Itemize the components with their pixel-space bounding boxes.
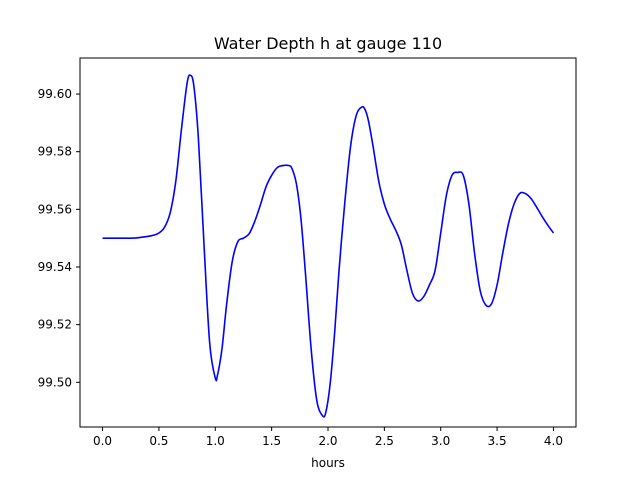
plot-frame	[79, 57, 577, 428]
y-axis-ticks: 99.50 99.52 99.54 99.56 99.58 99.60	[38, 87, 80, 389]
x-tick-label: 0.5	[149, 434, 168, 448]
x-tick-label: 3.5	[488, 434, 507, 448]
y-tick-label: 99.50	[38, 375, 72, 389]
x-tick-label: 0.0	[93, 434, 112, 448]
y-tick-label: 99.54	[38, 260, 72, 274]
x-tick-label: 1.5	[262, 434, 281, 448]
x-tick-label: 1.0	[206, 434, 225, 448]
x-tick-label: 2.0	[318, 434, 337, 448]
x-axis-label: hours	[311, 456, 345, 470]
plot-area	[102, 74, 555, 418]
series-line	[102, 74, 555, 418]
y-tick-label: 99.60	[38, 87, 72, 101]
y-tick-label: 99.52	[38, 318, 72, 332]
chart-title: Water Depth h at gauge 110	[214, 34, 442, 53]
x-axis-ticks: 0.0 0.5 1.0 1.5 2.0 2.5 3.0 3.5 4.0	[93, 427, 563, 448]
x-tick-label: 3.0	[431, 434, 450, 448]
y-tick-label: 99.58	[38, 145, 72, 159]
y-tick-label: 99.56	[38, 202, 72, 216]
x-tick-label: 2.5	[375, 434, 394, 448]
x-tick-label: 4.0	[544, 434, 563, 448]
